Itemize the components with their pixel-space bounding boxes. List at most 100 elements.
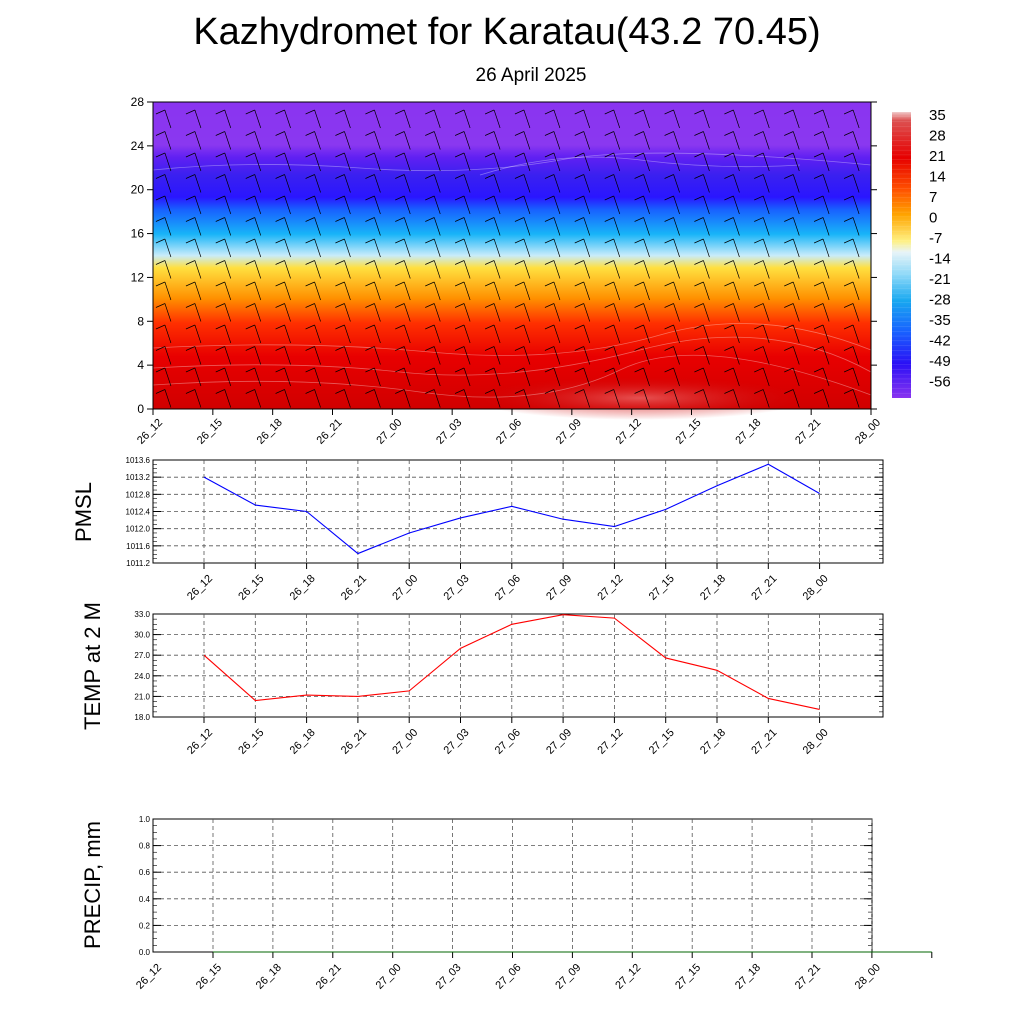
wind-barb: [754, 367, 770, 387]
colorbar-label: 28: [929, 128, 946, 145]
wind-barb: [335, 281, 351, 301]
wind-barb: [245, 174, 262, 193]
wind-barb: [634, 281, 650, 301]
wind-barb: [574, 174, 591, 193]
wind-barb: [155, 281, 172, 301]
wind-barb: [215, 238, 232, 258]
precip-y-tick-label: 0.8: [139, 842, 151, 851]
wind-barb: [155, 346, 172, 365]
wind-barb: [514, 238, 531, 258]
wind-barb: [245, 367, 262, 387]
colorbar-gradient: [892, 112, 911, 398]
pmsl-y-tick-label: 1013.6: [126, 456, 151, 465]
wind-barb: [544, 195, 561, 215]
wind-barb: [514, 367, 531, 387]
wind-barb: [305, 346, 321, 365]
wind-barb: [245, 281, 262, 301]
wind-barb: [574, 389, 591, 408]
precip-x-tick-label: 27_12: [613, 962, 643, 992]
wind-barb: [604, 217, 621, 236]
wind-barb: [425, 238, 441, 258]
wind-barb: [754, 238, 770, 258]
wind-barb: [664, 217, 680, 236]
temp-x-tick-label: 26_21: [339, 727, 369, 757]
wind-barb: [694, 152, 710, 172]
wind-barb: [484, 303, 501, 322]
y-tick-label: 8: [137, 314, 144, 328]
wind-barb: [395, 346, 411, 365]
wind-barb: [754, 303, 770, 322]
wind-barb: [454, 346, 471, 365]
wind-barb: [365, 238, 381, 258]
pmsl-y-tick-label: 1011.6: [126, 542, 150, 551]
wind-barb: [694, 195, 710, 215]
colorbar-label: 21: [929, 148, 946, 165]
wind-barb: [395, 109, 411, 129]
temp-y-tick-label: 27.0: [134, 651, 150, 660]
wind-barb: [245, 109, 262, 129]
wind-barb: [275, 303, 291, 322]
wind-barb: [185, 324, 202, 344]
wind-barb: [215, 389, 232, 408]
precip-x-tick-label: 26_12: [134, 962, 164, 992]
wind-barb: [484, 131, 501, 150]
wind-barb: [694, 324, 710, 344]
wind-barb: [484, 324, 501, 344]
wind-barb: [185, 131, 202, 150]
contour-line-0: [152, 354, 872, 398]
wind-barb: [664, 367, 680, 387]
wind-barb: [754, 131, 770, 150]
wind-barbs: [155, 109, 860, 408]
wind-barb: [784, 238, 800, 258]
wind-barb: [604, 303, 621, 322]
pmsl-x-tick-label: 27_00: [390, 573, 420, 603]
pmsl-y-tick-label: 1011.2: [126, 559, 150, 568]
wind-barb: [664, 281, 680, 301]
date-subtitle: 26 April 2025: [475, 65, 587, 86]
wind-barb: [215, 195, 232, 215]
wind-barb: [784, 324, 800, 344]
wind-barb: [754, 195, 770, 215]
wind-barb: [664, 303, 680, 322]
wind-barb: [365, 131, 381, 150]
wind-barb: [215, 174, 232, 193]
wind-barb: [544, 281, 561, 301]
x-tick-label: 27_00: [374, 417, 404, 447]
wind-barb: [335, 131, 351, 150]
temp-x-tick-label: 28_00: [801, 727, 831, 757]
wind-barb: [544, 109, 561, 129]
y-tick-label: 28: [131, 95, 145, 109]
wind-barb: [454, 131, 471, 150]
vertical-profile-panel: 0 4 8 12 16 20 24 28 26_12 26_15 26_18 26_21 27_00 27…: [131, 95, 883, 447]
wind-barb: [634, 131, 650, 150]
temp-x-tick-label: 26_15: [236, 727, 266, 757]
wind-barb: [514, 174, 531, 193]
contour-line-1: [152, 336, 872, 376]
wind-barb: [365, 367, 381, 387]
wind-barb: [724, 174, 740, 193]
colorbar-label: -7: [929, 230, 942, 247]
wind-barb: [634, 195, 650, 215]
wind-barb: [544, 152, 561, 172]
wind-barb: [784, 260, 800, 279]
wind-barb: [604, 367, 621, 387]
wind-barb: [843, 303, 860, 322]
wind-barb: [514, 131, 531, 150]
wind-barb: [425, 195, 441, 215]
wind-barb: [544, 324, 561, 344]
wind-barb: [454, 389, 471, 408]
wind-barb: [664, 152, 680, 172]
wind-barb: [574, 346, 591, 365]
pmsl-x-tick-label: 27_12: [595, 573, 625, 603]
pmsl-y-axis-label: PMSL: [71, 482, 96, 542]
wind-barb: [544, 389, 561, 408]
wind-barb: [335, 174, 351, 193]
y-tick-label: 0: [137, 402, 144, 416]
wind-barb: [843, 174, 860, 193]
wind-barb: [305, 217, 321, 236]
wind-barb: [574, 195, 591, 215]
wind-barb: [724, 195, 740, 215]
y-tick-label: 20: [131, 183, 145, 197]
wind-barb: [664, 131, 680, 150]
